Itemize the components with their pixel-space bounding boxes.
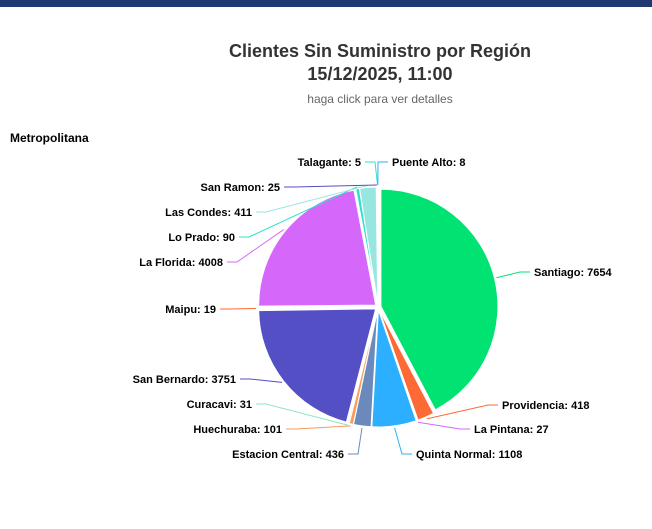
connector-line [377, 161, 388, 186]
chart-title-date: 15/12/2025, 11:00 [307, 64, 453, 84]
chart-subtitle: haga click para ver detalles [307, 92, 453, 106]
connector-line [256, 184, 368, 213]
connector-line [239, 186, 358, 238]
chart-title: Clientes Sin Suministro por Región [228, 41, 532, 61]
pie-slice-san-bernardo[interactable] [258, 308, 377, 423]
data-label: Maipu: 19 [165, 304, 216, 316]
connector-line [394, 427, 412, 455]
pie-slice-santiago[interactable] [380, 188, 499, 411]
pie-slice-curacavi[interactable] [347, 309, 378, 425]
connector-line [286, 425, 351, 430]
connector-line [227, 229, 285, 263]
data-label: Curacavi: 31 [187, 399, 252, 411]
pie-slice-maipu[interactable] [257, 306, 376, 310]
data-label: Estacion Central: 436 [232, 449, 344, 461]
data-label: San Bernardo: 3751 [133, 374, 236, 386]
pie-slice-la-pintana[interactable] [378, 309, 419, 422]
data-label: San Ramon: 25 [201, 182, 280, 194]
pie-slice-quinta-normal[interactable] [371, 309, 417, 428]
data-label: Puente Alto: 8 [392, 157, 466, 169]
data-label: Santiago: 7654 [534, 267, 613, 279]
data-label: Quinta Normal: 1108 [416, 449, 522, 461]
top-accent-bar [0, 0, 652, 7]
connector-line [365, 161, 379, 186]
connector-line [240, 378, 283, 383]
connector-line [256, 403, 349, 426]
data-label: Las Condes: 411 [165, 207, 252, 219]
data-label: Lo Prado: 90 [168, 232, 235, 244]
pie-slice-la-florida[interactable] [258, 189, 377, 307]
connector-line [284, 184, 377, 188]
data-label: La Florida: 4008 [139, 257, 223, 269]
connector-line [496, 271, 530, 279]
data-label: Providencia: 418 [502, 400, 589, 412]
data-label: La Pintana: 27 [474, 424, 549, 436]
connector-line [348, 427, 363, 455]
connector-line [417, 421, 470, 430]
data-label: Talagante: 5 [298, 157, 361, 169]
connector-line [220, 307, 257, 310]
connector-line [426, 404, 498, 420]
region-label: Metropolitana [10, 131, 89, 145]
data-label: Huechuraba: 101 [193, 424, 282, 436]
